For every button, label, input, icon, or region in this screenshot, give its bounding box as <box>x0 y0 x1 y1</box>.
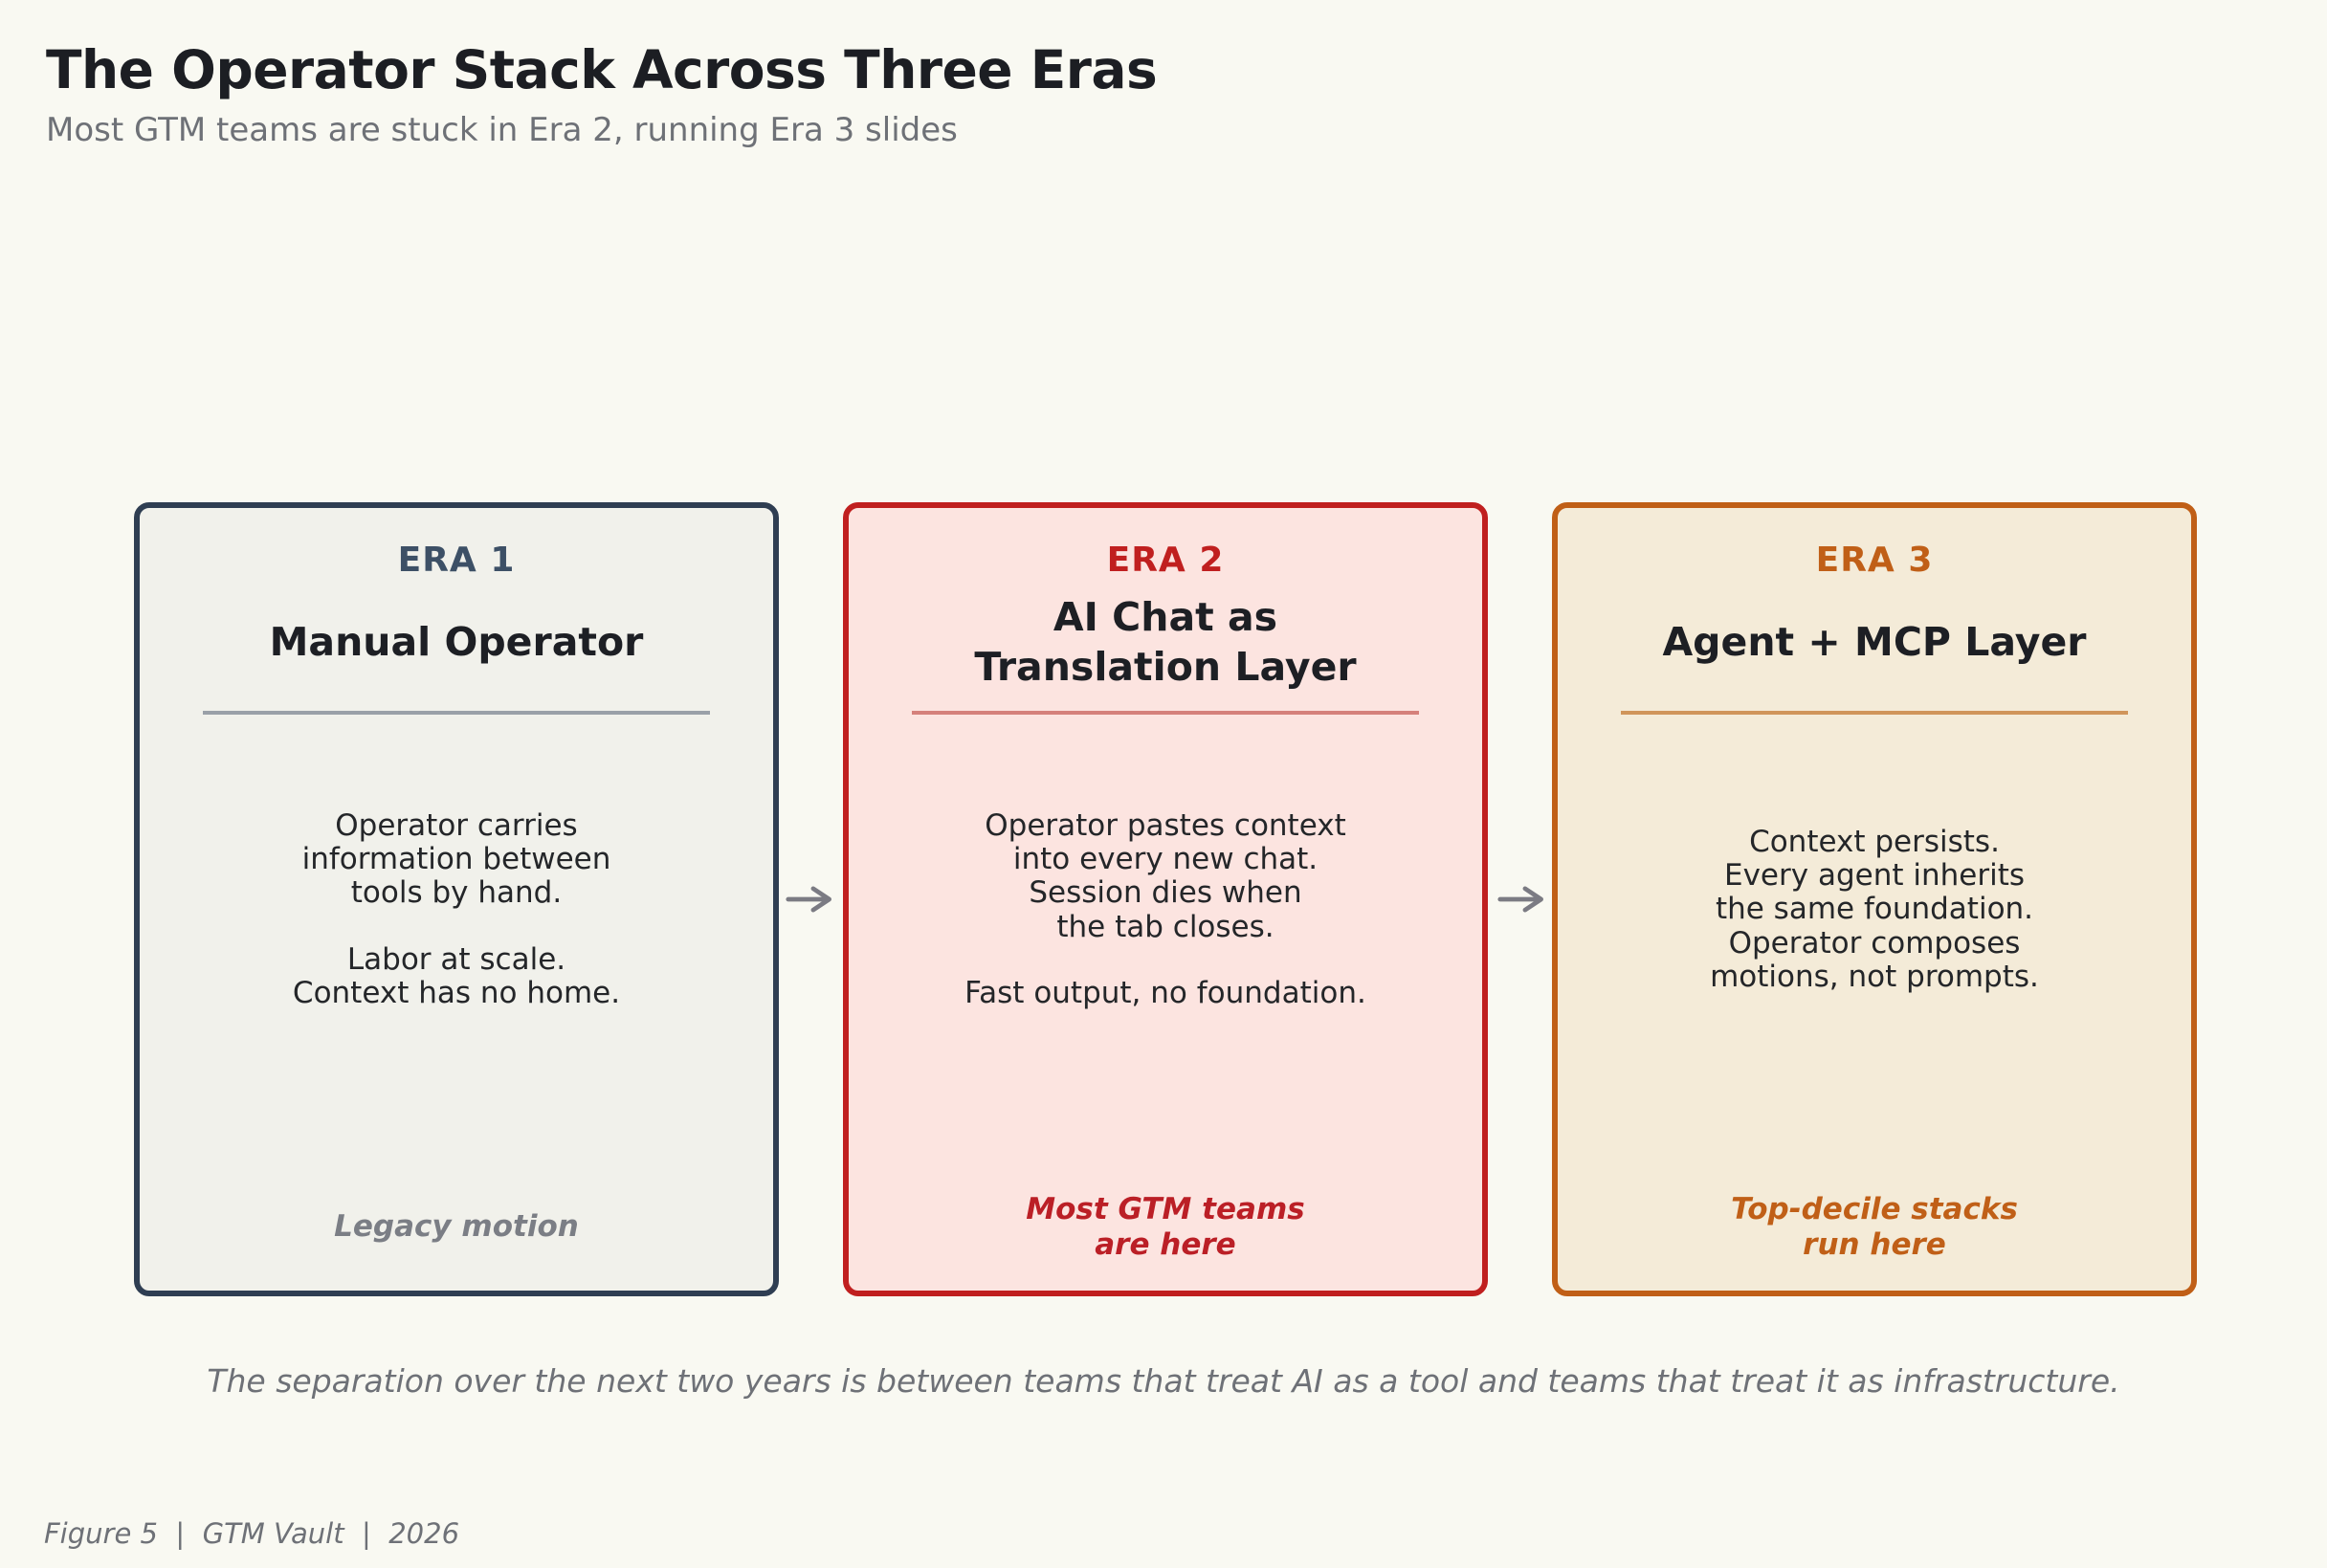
era2-footer-label: Most GTM teams are here <box>1026 1191 1305 1262</box>
era1-title: Manual Operator <box>269 618 644 665</box>
era3-body: Context persists. Every agent inherits t… <box>1573 785 2176 1034</box>
era1-footer-label: Legacy motion <box>334 1209 579 1245</box>
figure-caption: The separation over the next two years i… <box>207 1362 2120 1400</box>
era2-label: ERA 2 <box>1106 541 1225 580</box>
era2-card: ERA 2 AI Chat as Translation Layer Opera… <box>843 502 1488 1296</box>
era3-label: ERA 3 <box>1815 541 1934 580</box>
era2-title: AI Chat as Translation Layer <box>974 593 1357 690</box>
era3-divider <box>1621 711 2128 715</box>
era2-divider <box>912 711 1419 715</box>
page-title: The Operator Stack Across Three Eras <box>46 38 1158 100</box>
era1-body: Operator carries information between too… <box>155 785 758 1034</box>
page-subtitle: Most GTM teams are stuck in Era 2, runni… <box>46 111 958 149</box>
era2-body-paragraph: Operator pastes context into every new c… <box>985 807 1346 944</box>
right-arrow-icon <box>1496 872 1550 926</box>
figure-footnote: Figure 5 | GTM Vault | 2026 <box>44 1517 460 1550</box>
era3-footer-label: Top-decile stacks run here <box>1731 1191 2018 1262</box>
era2-body-paragraph: Fast output, no foundation. <box>964 975 1366 1010</box>
era2-body: Operator pastes context into every new c… <box>864 785 1467 1034</box>
era1-divider <box>203 711 710 715</box>
era3-body-paragraph: Context persists. Every agent inherits t… <box>1710 824 2039 994</box>
right-arrow-icon <box>785 872 838 926</box>
era3-card: ERA 3 Agent + MCP Layer Context persists… <box>1552 502 2197 1296</box>
era3-title: Agent + MCP Layer <box>1662 618 2087 665</box>
era1-body-paragraph: Operator carries information between too… <box>301 807 611 911</box>
era1-label: ERA 1 <box>397 541 516 580</box>
era1-body-paragraph: Labor at scale. Context has no home. <box>292 941 621 1010</box>
era1-card: ERA 1 Manual Operator Operator carries i… <box>134 502 779 1296</box>
